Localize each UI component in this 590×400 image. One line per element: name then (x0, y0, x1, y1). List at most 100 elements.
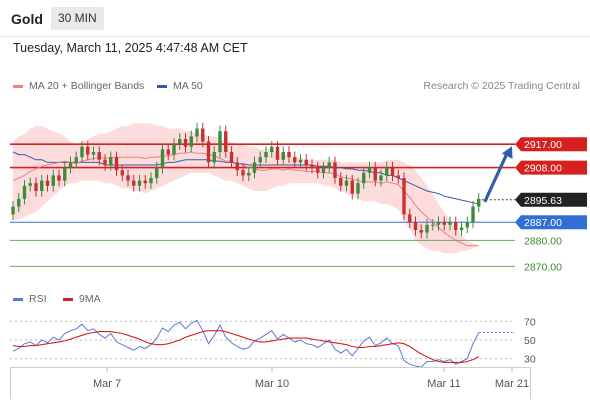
candle-body (471, 206, 475, 223)
candle-body (431, 224, 435, 226)
candle-body (477, 198, 481, 207)
candle-body (293, 157, 297, 163)
candle-body (275, 146, 280, 160)
candle-body (189, 136, 193, 147)
x-axis-line (10, 367, 530, 368)
candle-body (80, 146, 84, 158)
x-tick-label-0: Mar 7 (93, 378, 121, 390)
candle-body (459, 227, 464, 230)
x-tick-label-2: Mar 11 (427, 378, 460, 390)
candle-body (454, 222, 458, 230)
legend-rsi-label: RSI (29, 293, 47, 305)
candle-body (68, 162, 73, 168)
candle-body (436, 222, 441, 225)
candle-body (390, 167, 395, 176)
candles (11, 122, 481, 239)
candle-body (34, 183, 38, 191)
candle-body (465, 222, 469, 228)
rsi-line (12, 319, 480, 368)
candle-body (178, 139, 182, 145)
candle-body (183, 139, 188, 147)
level-label-1: 2908.00 (524, 163, 562, 175)
candle-body (126, 175, 130, 181)
candle-body (402, 178, 406, 215)
x-tick-label-3: Mar 21 (495, 378, 529, 390)
candle-body (40, 180, 44, 191)
candle-body (316, 167, 320, 173)
candle-body (350, 180, 354, 194)
candle-body (195, 128, 199, 137)
candle-body (91, 152, 96, 155)
candle-body (137, 180, 142, 186)
ma20-line (12, 151, 479, 247)
symbol-title: Gold (11, 11, 43, 27)
candle-body (120, 170, 124, 176)
rsi-tick-50: 50 (524, 335, 536, 347)
candle-body (166, 149, 170, 155)
candle-body (224, 131, 228, 152)
candle-body (379, 175, 383, 181)
chart-header: Gold 30 MIN (0, 0, 590, 37)
candle-body (241, 170, 245, 176)
candle-body (258, 157, 262, 163)
candle-body (17, 198, 21, 207)
candle-body (281, 152, 285, 160)
rsi-9ma-line (12, 330, 480, 363)
candle-body (321, 167, 326, 173)
candle-body (327, 162, 331, 168)
candle-body (413, 222, 418, 230)
9ma-swatch (63, 297, 73, 301)
candle-body (143, 180, 147, 184)
level-tag-2 (515, 215, 587, 230)
candle-body (22, 185, 27, 199)
last-price-label: 2895.63 (524, 195, 562, 207)
level-tag-0 (515, 137, 587, 152)
level-label-0: 2917.00 (524, 139, 562, 151)
legend-ma50: MA 50 (157, 80, 203, 92)
rsi-tick-70: 70 (524, 316, 536, 328)
timeframe-badge[interactable]: 30 MIN (51, 7, 104, 30)
candle-body (206, 141, 211, 163)
target-arrow-head (501, 146, 513, 159)
candle-body (344, 180, 349, 186)
candle-body (160, 149, 165, 168)
candle-body (86, 146, 90, 155)
ma50-swatch (157, 84, 167, 88)
candle-body (149, 178, 153, 184)
x-tick-label-1: Mar 10 (255, 378, 289, 390)
level-label-2: 2887.00 (524, 217, 562, 229)
candle-body (109, 157, 113, 165)
candle-body (356, 183, 360, 194)
candle-body (425, 224, 429, 233)
candle-body (11, 206, 15, 215)
candle-body (385, 167, 389, 176)
x-axis-left-edge (10, 367, 11, 399)
candle-body (310, 165, 314, 168)
candle-body (212, 152, 216, 163)
candle-body (74, 157, 78, 163)
candle-body (287, 152, 291, 158)
candle-body (442, 222, 446, 225)
candle-body (201, 128, 205, 142)
level-tag-1 (515, 160, 587, 175)
candle-body (247, 172, 251, 176)
candle-body (57, 175, 61, 181)
level-label-3: 2880.00 (524, 235, 562, 247)
candle-body (132, 180, 136, 186)
rsi-tick-30: 30 (524, 354, 536, 366)
timestamp: Tuesday, March 11, 2025 4:47:48 AM CET (13, 41, 248, 55)
candle-body (235, 162, 239, 171)
candle-body (396, 175, 400, 178)
x-axis-right-edge (530, 367, 531, 399)
candle-body (264, 152, 268, 158)
candle-body (298, 159, 303, 163)
candle-body (172, 144, 176, 155)
bollinger-band (13, 123, 479, 254)
legend-ma20-label: MA 20 + Bollinger Bands (29, 80, 145, 92)
candle-body (51, 175, 55, 186)
candle-body (373, 167, 377, 181)
candle-body (28, 183, 32, 186)
candle-body (155, 167, 159, 178)
candle-body (270, 146, 274, 152)
